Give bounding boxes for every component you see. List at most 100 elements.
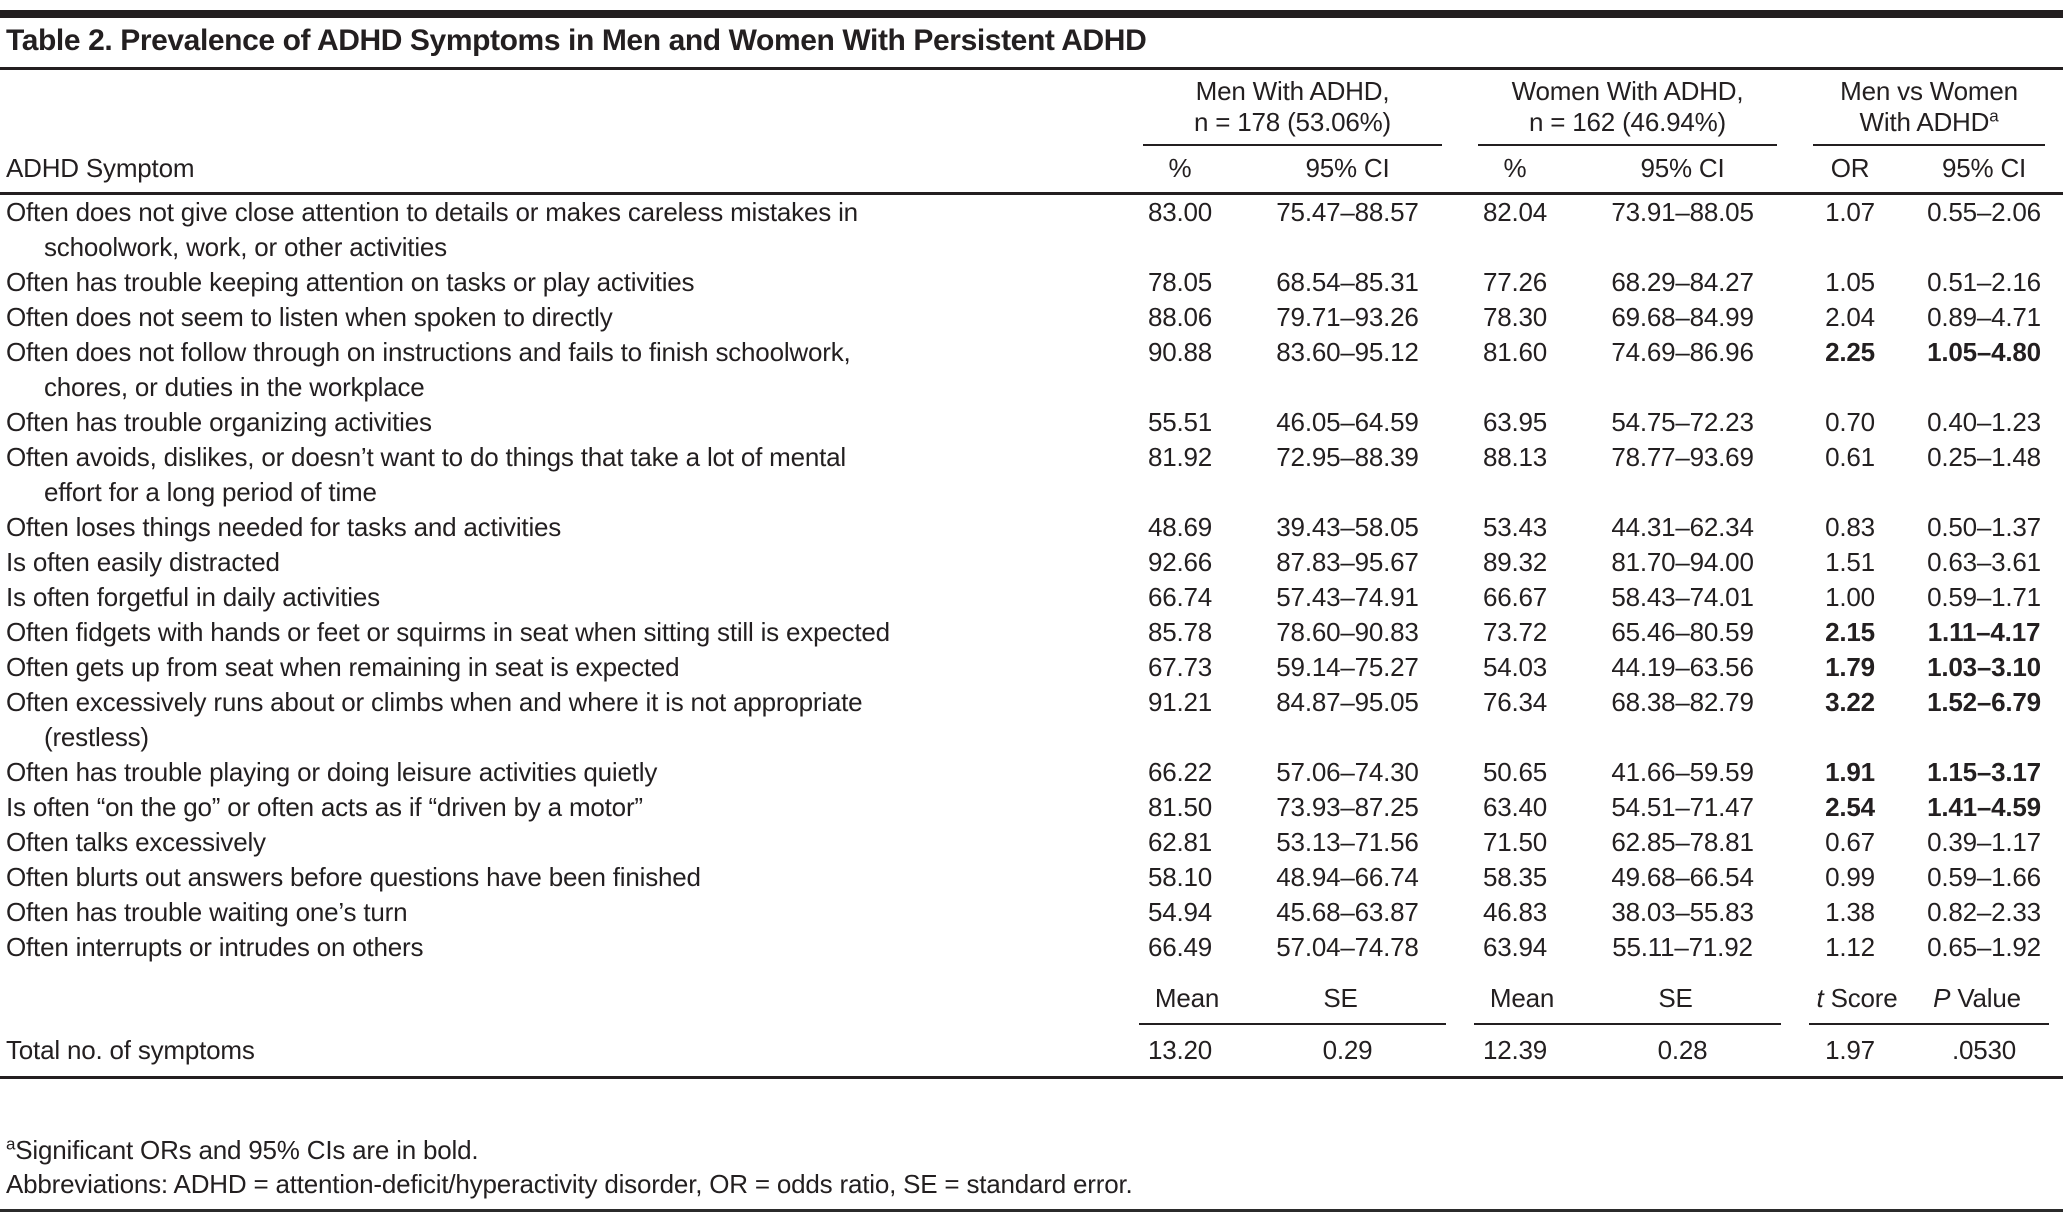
- men-pct: 58.10: [1147, 862, 1213, 892]
- women-ci: 69.68–84.99: [1611, 302, 1754, 332]
- women-ci: 55.11–71.92: [1612, 932, 1753, 962]
- women-ci: 65.46–80.59: [1611, 617, 1754, 647]
- women-se-label: SE: [1658, 983, 1693, 1013]
- women-pct: 66.67: [1482, 582, 1548, 612]
- women-ci: 41.66–59.59: [1611, 757, 1754, 787]
- or-ci: 1.15–3.17: [1927, 757, 2041, 787]
- group-header-row: Men With ADHD, n = 178 (53.06%) Women Wi…: [0, 70, 2063, 146]
- table-row: Often fidgets with hands or feet or squi…: [0, 615, 2063, 650]
- or-ci: 1.41–4.59: [1927, 792, 2041, 822]
- women-pct: 54.03: [1482, 652, 1548, 682]
- symptom-text: Often fidgets with hands or feet or squi…: [6, 617, 890, 647]
- or-ci: 0.65–1.92: [1927, 932, 2041, 962]
- women-ci: 68.38–82.79: [1611, 687, 1754, 717]
- men-ci: 83.60–95.12: [1276, 337, 1419, 367]
- odds-ratio: 0.67: [1825, 827, 1875, 857]
- sub-header-row: ADHD Symptom % 95% CI % 95% CI OR 95% CI: [0, 146, 2063, 195]
- total-men-se: 0.29: [1235, 1025, 1460, 1079]
- symptom-text: Often interrupts or intrudes on others: [6, 932, 424, 962]
- data-table-wrap: Men With ADHD, n = 178 (53.06%) Women Wi…: [0, 70, 2063, 1079]
- symptom-text-cont: (restless): [44, 722, 149, 752]
- symptom-text: Often loses things needed for tasks and …: [6, 512, 562, 542]
- men-group-line2: n = 178 (53.06%): [1194, 107, 1391, 137]
- p-value-label: P Value: [1933, 983, 2021, 1013]
- symptom-text: Is often forgetful in daily activities: [6, 582, 380, 612]
- table-row: Often has trouble playing or doing leisu…: [0, 755, 2063, 790]
- footnote-a-marker: a: [6, 1134, 16, 1154]
- men-ci: 46.05–64.59: [1276, 407, 1419, 437]
- stats-header-men: Mean SE: [1125, 965, 1460, 1025]
- men-pct: 91.21: [1147, 687, 1213, 717]
- symptom-text: Is often easily distracted: [6, 547, 280, 577]
- men-ci: 78.60–90.83: [1276, 617, 1419, 647]
- total-t-score: 1.97: [1795, 1025, 1906, 1079]
- table-row: Often does not seem to listen when spoke…: [0, 300, 2063, 335]
- t-score-label: t Score: [1816, 983, 1898, 1013]
- men-ci: 72.95–88.39: [1276, 442, 1419, 472]
- men-ci: 48.94–66.74: [1276, 862, 1419, 892]
- men-pct: 62.81: [1147, 827, 1213, 857]
- men-ci: 53.13–71.56: [1276, 827, 1419, 857]
- odds-ratio: 2.04: [1825, 302, 1875, 332]
- women-pct: 78.30: [1482, 302, 1548, 332]
- women-pct: 81.60: [1482, 337, 1548, 367]
- table-footnotes: aSignificant ORs and 95% CIs are in bold…: [0, 1133, 2063, 1201]
- or-ci: 1.05–4.80: [1927, 337, 2041, 367]
- footnote-marker-a: a: [1989, 106, 1999, 126]
- symptom-text: Often talks excessively: [6, 827, 266, 857]
- women-pct: 63.40: [1482, 792, 1548, 822]
- or-ci: 0.59–1.66: [1927, 862, 2041, 892]
- table-row: Often has trouble keeping attention on t…: [0, 265, 2063, 300]
- or-ci: 0.51–2.16: [1927, 267, 2041, 297]
- group-header-comparison: Men vs Women With ADHDa: [1795, 70, 2063, 146]
- table-row: Often does not give close attention to d…: [0, 194, 2063, 266]
- symptom-text: Often blurts out answers before question…: [6, 862, 701, 892]
- men-ci: 57.43–74.91: [1276, 582, 1419, 612]
- men-group-line1: Men With ADHD,: [1195, 76, 1390, 106]
- table-row: Often blurts out answers before question…: [0, 860, 2063, 895]
- women-pct: 76.34: [1482, 687, 1548, 717]
- table-row: Often gets up from seat when remaining i…: [0, 650, 2063, 685]
- total-label: Total no. of symptoms: [0, 1025, 1125, 1079]
- odds-ratio: 2.25: [1825, 337, 1875, 367]
- men-pct: 83.00: [1147, 197, 1213, 227]
- odds-ratio: 1.38: [1825, 897, 1875, 927]
- symptom-text-cont: schoolwork, work, or other activities: [44, 232, 447, 262]
- men-ci: 45.68–63.87: [1276, 897, 1419, 927]
- men-pct: 78.05: [1147, 267, 1213, 297]
- comparison-group-line1: Men vs Women: [1840, 76, 2018, 106]
- table-row: Is often forgetful in daily activities 6…: [0, 580, 2063, 615]
- or-ci: 0.89–4.71: [1927, 302, 2041, 332]
- table-row: Often talks excessively 62.81 53.13–71.5…: [0, 825, 2063, 860]
- or-ci: 0.55–2.06: [1927, 197, 2041, 227]
- women-group-line1: Women With ADHD,: [1511, 76, 1744, 106]
- symptom-text: Often does not seem to listen when spoke…: [6, 302, 613, 332]
- column-header-or: OR: [1795, 146, 1906, 195]
- women-pct: 71.50: [1482, 827, 1548, 857]
- total-men-mean: 13.20: [1125, 1025, 1235, 1079]
- table-title: Table 2. Prevalence of ADHD Symptoms in …: [6, 24, 1147, 57]
- women-ci: 81.70–94.00: [1611, 547, 1754, 577]
- men-pct: 55.51: [1147, 407, 1213, 437]
- men-pct: 66.49: [1147, 932, 1213, 962]
- table-row: Often does not follow through on instruc…: [0, 335, 2063, 405]
- symptom-text: Is often “on the go” or often acts as if…: [6, 792, 643, 822]
- column-header-women-pct: %: [1460, 146, 1570, 195]
- table-body: Often does not give close attention to d…: [0, 194, 2063, 1079]
- men-pct: 85.78: [1147, 617, 1213, 647]
- odds-ratio: 3.22: [1825, 687, 1875, 717]
- men-pct: 88.06: [1147, 302, 1213, 332]
- table-bottom-rule: [0, 1209, 2063, 1212]
- odds-ratio: 0.99: [1825, 862, 1875, 892]
- symptom-text: Often has trouble keeping attention on t…: [6, 267, 695, 297]
- women-pct: 53.43: [1482, 512, 1548, 542]
- odds-ratio: 1.79: [1825, 652, 1875, 682]
- symptom-text: Often avoids, dislikes, or doesn’t want …: [6, 442, 846, 472]
- total-women-se: 0.28: [1570, 1025, 1796, 1079]
- women-ci: 74.69–86.96: [1611, 337, 1754, 367]
- women-pct: 63.95: [1482, 407, 1548, 437]
- table-row: Often has trouble organizing activities …: [0, 405, 2063, 440]
- total-p-value: .0530: [1905, 1025, 2063, 1079]
- or-ci: 0.39–1.17: [1927, 827, 2041, 857]
- odds-ratio: 1.05: [1825, 267, 1875, 297]
